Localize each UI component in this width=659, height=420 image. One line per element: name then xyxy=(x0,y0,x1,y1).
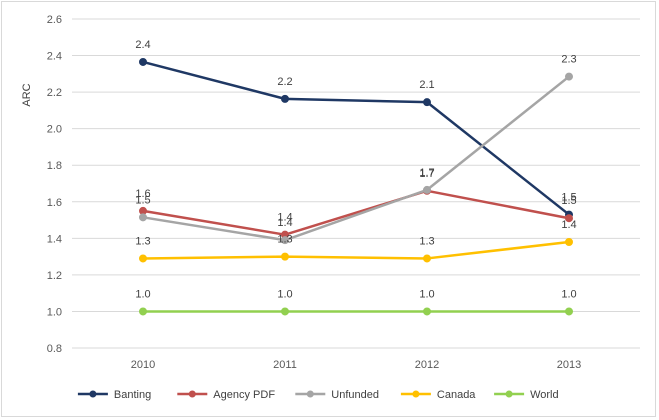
y-tick-label: 1.2 xyxy=(47,270,62,282)
data-point-unfunded xyxy=(139,213,147,222)
data-label-banting: 2.2 xyxy=(277,76,292,88)
data-point-world xyxy=(139,307,147,316)
y-tick-label: 1.6 xyxy=(47,197,62,209)
data-point-banting xyxy=(139,57,147,66)
y-tick-label: 1.8 xyxy=(47,160,62,172)
legend-marker-agency-pdf xyxy=(188,390,196,398)
y-tick-label: 1.0 xyxy=(47,306,62,318)
data-label-canada: 1.3 xyxy=(419,235,434,247)
data-label-unfunded: 1.5 xyxy=(135,194,150,206)
data-label-agency-pdf: 1.7 xyxy=(419,168,434,180)
data-point-unfunded xyxy=(281,236,289,245)
data-label-unfunded: 1.7 xyxy=(419,167,434,179)
legend-label-canada: Canada xyxy=(437,389,476,401)
legend-label-banting: Banting xyxy=(114,389,151,401)
data-label-unfunded: 1.4 xyxy=(277,217,292,229)
data-point-agency-pdf xyxy=(565,214,573,223)
data-point-banting xyxy=(281,94,289,103)
legend-marker-banting xyxy=(89,390,97,398)
legend-label-agency-pdf: Agency PDF xyxy=(213,389,275,401)
data-label-world: 1.0 xyxy=(419,288,434,300)
legend-label-unfunded: Unfunded xyxy=(331,389,379,401)
data-label-unfunded: 2.3 xyxy=(561,54,576,66)
data-point-banting xyxy=(423,98,431,107)
x-tick-label: 2012 xyxy=(415,359,439,371)
data-point-world xyxy=(281,307,289,316)
series-line-canada xyxy=(142,240,570,260)
data-point-canada xyxy=(423,254,431,263)
legend-marker-unfunded xyxy=(306,390,314,398)
legend-label-world: World xyxy=(530,389,559,401)
legend-marker-world xyxy=(505,390,513,398)
y-tick-label: 2.2 xyxy=(47,87,62,99)
data-label-canada: 1.3 xyxy=(135,235,150,247)
data-label-banting: 2.1 xyxy=(419,79,434,91)
legend-marker-canada xyxy=(412,390,420,398)
data-label-banting: 2.4 xyxy=(135,39,150,51)
y-tick-label: 0.8 xyxy=(47,343,62,355)
data-label-world: 1.0 xyxy=(135,288,150,300)
data-point-unfunded xyxy=(565,72,573,81)
y-axis-title: ARC xyxy=(21,83,33,106)
data-label-agency-pdf: 1.5 xyxy=(561,195,576,207)
x-tick-label: 2013 xyxy=(557,359,581,371)
series-line-agency-pdf xyxy=(142,189,570,236)
data-point-canada xyxy=(565,237,573,246)
data-point-unfunded xyxy=(423,185,431,194)
y-tick-label: 2.4 xyxy=(47,51,62,63)
data-label-banting: 1.5 xyxy=(561,192,576,204)
data-point-world xyxy=(565,307,573,316)
data-point-world xyxy=(423,307,431,316)
data-label-agency-pdf: 1.6 xyxy=(135,188,150,200)
data-point-canada xyxy=(281,252,289,261)
data-label-world: 1.0 xyxy=(561,288,576,300)
series-line-unfunded xyxy=(142,75,570,242)
y-tick-label: 2.0 xyxy=(47,124,62,136)
x-tick-label: 2011 xyxy=(273,359,297,371)
data-label-world: 1.0 xyxy=(277,288,292,300)
data-label-canada: 1.4 xyxy=(561,219,576,231)
y-tick-label: 1.4 xyxy=(47,233,62,245)
data-label-canada: 1.3 xyxy=(277,234,292,246)
y-tick-label: 2.6 xyxy=(47,14,62,26)
x-tick-label: 2010 xyxy=(131,359,155,371)
data-point-canada xyxy=(139,254,147,263)
series-line-banting xyxy=(142,60,570,216)
data-label-agency-pdf: 1.4 xyxy=(277,212,292,224)
